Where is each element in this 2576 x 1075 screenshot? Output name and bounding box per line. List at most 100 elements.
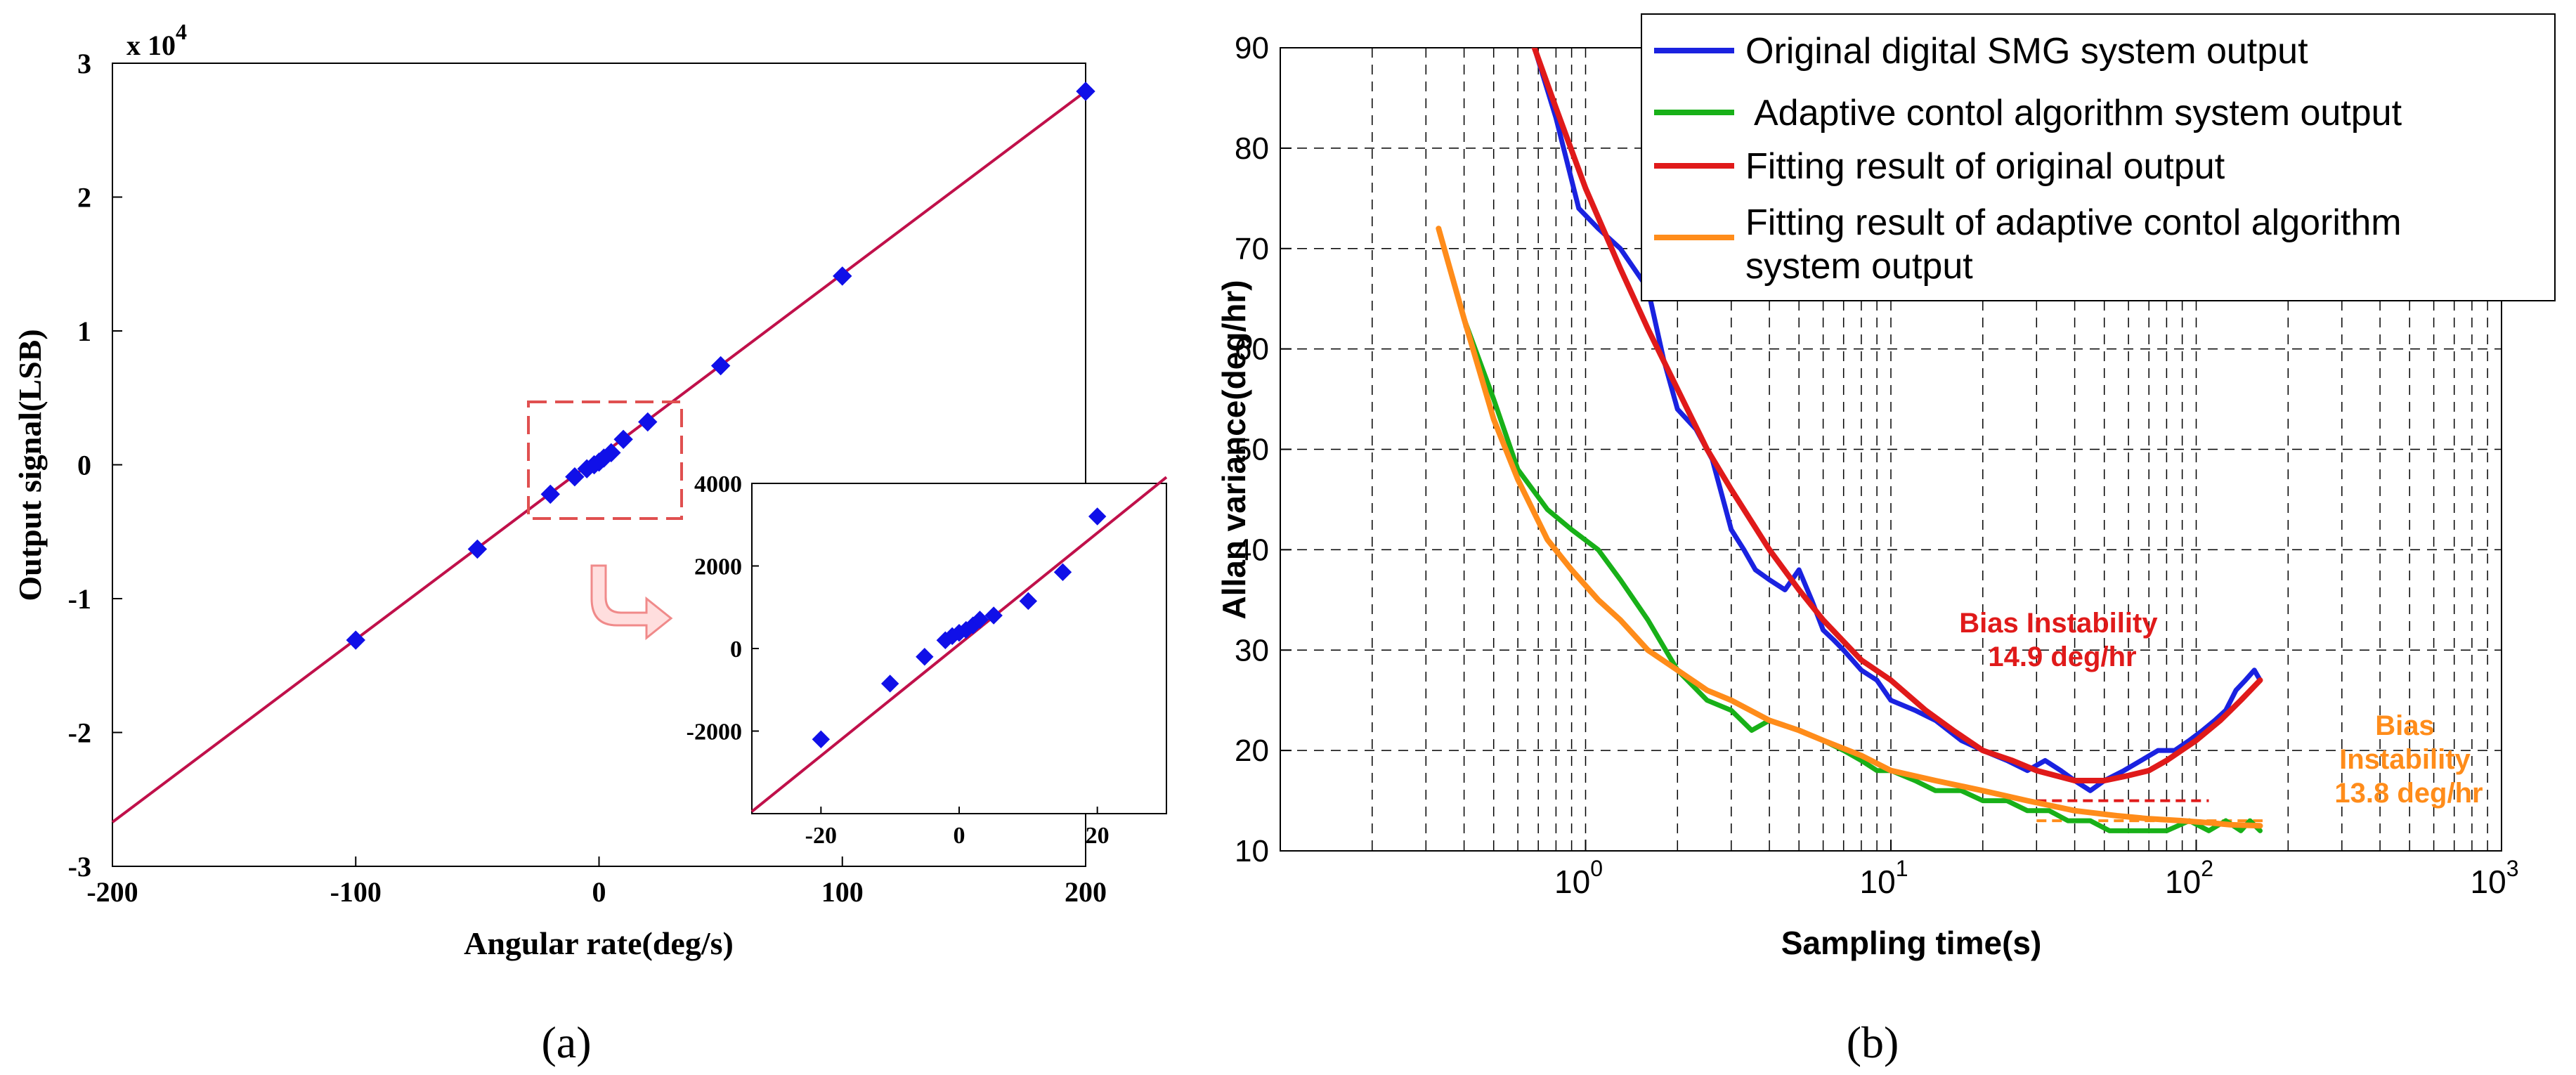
legend-box: [1641, 13, 2556, 301]
plot-a-exponent-label: x 104: [126, 19, 187, 61]
plot-a-y-ticks: 3 2 1 0 -1 -2 -3: [68, 48, 122, 882]
plot-b-x-tick-label: 100: [1554, 856, 1603, 900]
plot-b-x-tick-power: 2: [2201, 856, 2213, 881]
series-adaptive-output: [1436, 226, 2263, 833]
plot-a-x-tick-label: 0: [592, 876, 606, 908]
inset-data-point: [916, 648, 934, 666]
zoom-arrow-icon: [590, 564, 673, 641]
plot-a-x-ticks: -200 -100 0 100 200: [86, 856, 1107, 908]
plot-b-y-tick-label: 20: [1235, 734, 1269, 768]
plot-b-x-tick-power: 0: [1590, 856, 1603, 881]
plot-a-y-tick-label: -1: [68, 583, 91, 615]
plot-b-x-tick-base: 10: [1554, 864, 1590, 900]
inset-plot: -20 0 20 4000 2000 0 -2000: [687, 471, 1168, 849]
plot-a-data-point: [1076, 82, 1095, 101]
inset-data-point: [1019, 592, 1038, 611]
inset-y-ticks: 4000 2000 0 -2000: [687, 471, 759, 745]
plot-a-data-point: [467, 539, 488, 559]
plot-a-data-point: [833, 266, 852, 286]
plot-a-y-tick-label: 2: [77, 182, 91, 214]
inset-x-tick-label: 0: [954, 823, 965, 849]
plot-a-y-tick-label: 0: [77, 450, 91, 481]
annotation-bias-original: Bias Instability 14.9 deg/hr: [1959, 608, 2165, 672]
series-lines: [1436, 48, 2263, 833]
plot-a-y-tick-label: 3: [77, 48, 91, 79]
plot-a-x-tick-label: -200: [86, 876, 138, 908]
legend-label-adaptive: Adaptive contol algorithm system output: [1754, 93, 2402, 133]
plot-a-y-tick-label: 1: [77, 315, 91, 347]
plot-b-y-label: Allan variance(deg/hr): [1216, 280, 1252, 619]
inset-fit-line: [750, 476, 1168, 813]
plot-a-exponent-base: x 10: [126, 30, 176, 61]
plot-a-exponent-power: 4: [176, 19, 187, 44]
inset-data-point: [1088, 507, 1107, 526]
legend-label-fit-adaptive: Fitting result of adaptive contol algori…: [1745, 202, 2412, 287]
plot-a-data-point: [710, 356, 731, 376]
plot-b-y-ticks: 90 80 70 60 50 40 30 20 10: [1235, 31, 1292, 868]
plot-b-x-tick-power: 3: [2506, 856, 2519, 881]
inset-y-tick-label: 2000: [694, 554, 742, 580]
legend: Original digital SMG system output Adapt…: [1641, 13, 2556, 301]
plot-b-x-label: Sampling time(s): [1781, 925, 2042, 961]
plot-b-x-tick-base: 10: [1860, 864, 1896, 900]
legend-label-fit-adaptive-line-1: Fitting result of adaptive contol algori…: [1745, 202, 2402, 243]
inset-data-point: [1053, 563, 1072, 582]
inset-x-tick-label: -20: [805, 823, 837, 849]
plot-a-x-tick-label: -100: [330, 876, 382, 908]
annotation-bias-adaptive-line-1: Bias: [2375, 710, 2435, 741]
series-fit-original: [1531, 48, 2263, 783]
plot-a-data-point: [638, 412, 658, 432]
inset-data-point: [970, 611, 989, 629]
annotation-bias-adaptive: Bias Instability 13.8 deg/hr: [2334, 710, 2483, 809]
plot-a-data-point: [346, 630, 365, 650]
inset-y-tick-label: 4000: [694, 471, 742, 497]
plot-a-x-tick-label: 100: [821, 876, 864, 908]
plot-b-y-tick-label: 10: [1235, 834, 1269, 868]
plot-b-x-tick-label: 101: [1860, 856, 1908, 900]
series-original-output: [1532, 48, 2263, 793]
inset-x-tick-label: 20: [1086, 823, 1110, 849]
plot-a-y-tick-label: -3: [68, 851, 91, 882]
inset-data-point: [880, 675, 899, 693]
plot-a-data-point: [613, 429, 633, 450]
legend-label-fit-adaptive-line-2: system output: [1745, 246, 1973, 287]
plot-a-x-label: Angular rate(deg/s): [464, 925, 734, 961]
series-fit-adaptive: [1436, 226, 2263, 829]
plot-a-y-tick-label: -2: [68, 717, 91, 749]
plot-a-markers: [346, 82, 1095, 650]
plot-b-y-tick-label: 60: [1235, 332, 1269, 367]
zoom-region-box: [527, 400, 683, 520]
inset-y-tick-label: -2000: [687, 719, 742, 745]
inset-data-point: [812, 730, 831, 748]
annotation-bias-adaptive-line-2: Instability: [2339, 744, 2471, 775]
plot-a-data-point: [601, 443, 621, 463]
inset-data-point: [984, 606, 1003, 625]
inset-y-tick-label: 0: [730, 637, 742, 663]
legend-label-original: Original digital SMG system output: [1745, 31, 2308, 72]
annotation-bias-adaptive-line-3: 13.8 deg/hr: [2334, 778, 2483, 809]
inset-x-ticks: -20 0 20: [805, 807, 1110, 849]
plot-b-y-tick-label: 40: [1235, 533, 1269, 567]
inset-markers: [812, 507, 1107, 748]
plot-b-x-ticks: 100 101 102 103: [1554, 840, 2518, 900]
plot-a-data-point: [540, 484, 560, 504]
plot-b-y-tick-label: 30: [1235, 633, 1269, 667]
caption-b: (b): [1847, 1017, 1899, 1067]
plot-a-x-tick-label: 200: [1065, 876, 1107, 908]
plot-a-data-point: [565, 467, 585, 487]
plot-b-x-tick-base: 10: [2165, 864, 2201, 900]
plot-b-x-tick-label: 102: [2165, 856, 2213, 900]
plot-b-y-tick-label: 70: [1235, 232, 1269, 266]
annotation-bias-original-line-1: Bias Instability: [1959, 608, 2158, 639]
plot-b-grid: [1280, 48, 2502, 851]
inset-frame: [751, 483, 1167, 814]
legend-label-fit-original: Fitting result of original output: [1745, 146, 2225, 187]
plot-b-x-tick-base: 10: [2471, 864, 2506, 900]
plot-b-series-area: [1436, 48, 2263, 833]
plot-a-y-label: Output signal(LSB): [12, 329, 48, 601]
plot-b-y-tick-label: 90: [1235, 31, 1269, 65]
plot-b-x-tick-power: 1: [1896, 856, 1908, 881]
